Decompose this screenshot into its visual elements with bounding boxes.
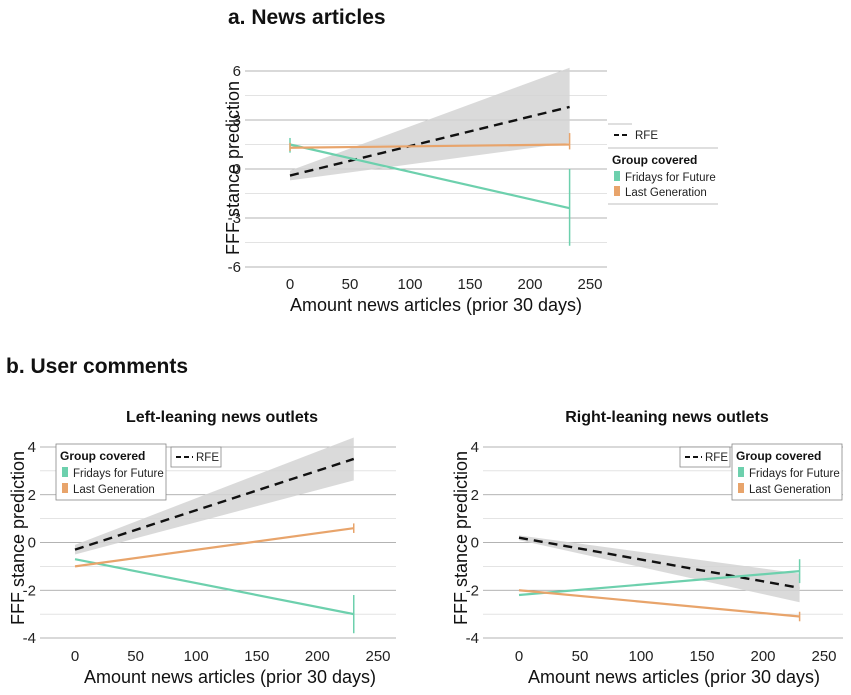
left-leaning-chart: Left-leaning news outlets -4 -2 0 2 4 0 50 100 1…: [8, 409, 396, 687]
y-tick-label: -2: [466, 582, 479, 599]
x-tick-label: 0: [71, 648, 79, 665]
x-tick-label: 200: [750, 648, 775, 665]
legend-swatch-fridays-for-future: [614, 171, 620, 181]
y-tick-label: -3: [228, 210, 241, 227]
x-tick-label: 150: [244, 648, 269, 665]
rfe-line: [74, 457, 355, 551]
news-articles-chart: -6 -3 0 3 6 0 50 100 150 200 250 Amount news articl…: [223, 63, 718, 315]
y-tick-label: -6: [228, 259, 241, 276]
y-tick-label: 6: [233, 63, 241, 80]
legend-title: Group covered: [612, 153, 697, 167]
legend-rfe-box: [679, 446, 731, 468]
x-tick-label: 100: [184, 648, 209, 665]
y-axis-label: FFF stance prediction: [8, 451, 28, 625]
y-tick-label: 3: [233, 112, 241, 129]
x-tick-label: 150: [457, 276, 482, 293]
left-panel-title: Left-leaning news outlets: [126, 409, 318, 426]
y-tick-label: 4: [471, 439, 479, 456]
legend-title: Group covered: [60, 449, 145, 463]
y-tick-label: 2: [28, 487, 36, 504]
legend-rfe-label: RFE: [705, 452, 728, 464]
rfe-confidence-band: [75, 437, 354, 555]
legend-swatch-last-generation: [614, 186, 620, 196]
legend-swatch-last-generation: [62, 483, 68, 493]
x-axis-label: Amount news articles (prior 30 days): [528, 667, 820, 687]
last-generation-line: [518, 589, 800, 618]
y-tick-label: -2: [23, 582, 36, 599]
fridays-for-future-line: [289, 143, 570, 210]
right-leaning-chart: Right-leaning news outlets -4 -2 0 2 4 0 50 100…: [451, 409, 843, 687]
legend-label-last-generation: Last Generation: [73, 484, 155, 496]
legend-label-fridays-for-future: Fridays for Future: [625, 172, 716, 184]
x-axis-label: Amount news articles (prior 30 days): [84, 667, 376, 687]
rfe-line: [289, 105, 570, 177]
rfe-confidence-band: [290, 67, 570, 181]
legend-label-last-generation: Last Generation: [749, 484, 831, 496]
x-axis-label: Amount news articles (prior 30 days): [290, 295, 582, 315]
x-tick-label: 0: [286, 276, 294, 293]
x-tick-label: 50: [127, 648, 144, 665]
last-generation-line: [74, 527, 354, 568]
y-tick-label: 2: [471, 487, 479, 504]
x-tick-label: 150: [689, 648, 714, 665]
x-tick-label: 200: [305, 648, 330, 665]
legend-label-last-generation: Last Generation: [625, 187, 707, 199]
x-tick-label: 200: [517, 276, 542, 293]
x-tick-label: 100: [397, 276, 422, 293]
x-tick-label: 100: [628, 648, 653, 665]
legend-label-fridays-for-future: Fridays for Future: [73, 468, 164, 480]
fridays-for-future-line: [74, 558, 354, 616]
legend-label-fridays-for-future: Fridays for Future: [749, 468, 840, 480]
section-a-title: a. News articles: [228, 6, 386, 29]
section-b-title: b. User comments: [6, 355, 188, 378]
legend-box: [731, 443, 843, 501]
legend-swatch-last-generation: [738, 483, 744, 493]
fridays-for-future-line: [518, 570, 800, 597]
legend-rfe-label: RFE: [635, 130, 658, 142]
y-axis-label: FFF stance prediction: [223, 81, 243, 255]
y-tick-label: 4: [28, 439, 36, 456]
legend-swatch-fridays-for-future: [738, 467, 744, 477]
legend-rfe-box: [170, 446, 222, 468]
x-tick-label: 250: [811, 648, 836, 665]
y-tick-label: -4: [23, 630, 36, 647]
x-tick-label: 0: [515, 648, 523, 665]
x-tick-label: 50: [342, 276, 359, 293]
legend-swatch-fridays-for-future: [62, 467, 68, 477]
x-tick-label: 250: [365, 648, 390, 665]
x-tick-label: 50: [572, 648, 589, 665]
y-tick-label: -4: [466, 630, 479, 647]
rfe-line: [518, 536, 800, 590]
y-tick-label: 0: [471, 535, 479, 552]
rfe-confidence-band: [519, 535, 800, 603]
y-tick-label: 0: [233, 161, 241, 178]
right-panel-title: Right-leaning news outlets: [565, 409, 769, 426]
last-generation-line: [289, 143, 570, 149]
legend-box: [55, 443, 167, 501]
legend-rfe-label: RFE: [196, 452, 219, 464]
y-axis-label: FFF stance prediction: [451, 451, 471, 625]
legend-title: Group covered: [736, 449, 821, 463]
x-tick-label: 250: [577, 276, 602, 293]
y-tick-label: 0: [28, 535, 36, 552]
